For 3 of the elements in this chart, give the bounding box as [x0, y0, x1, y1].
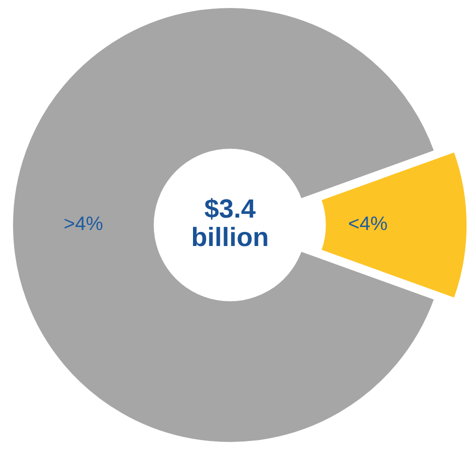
- slice-label: >4%: [64, 216, 102, 230]
- text: $3.4 billion: [192, 198, 268, 246]
- slice-label: <4%: [349, 216, 387, 230]
